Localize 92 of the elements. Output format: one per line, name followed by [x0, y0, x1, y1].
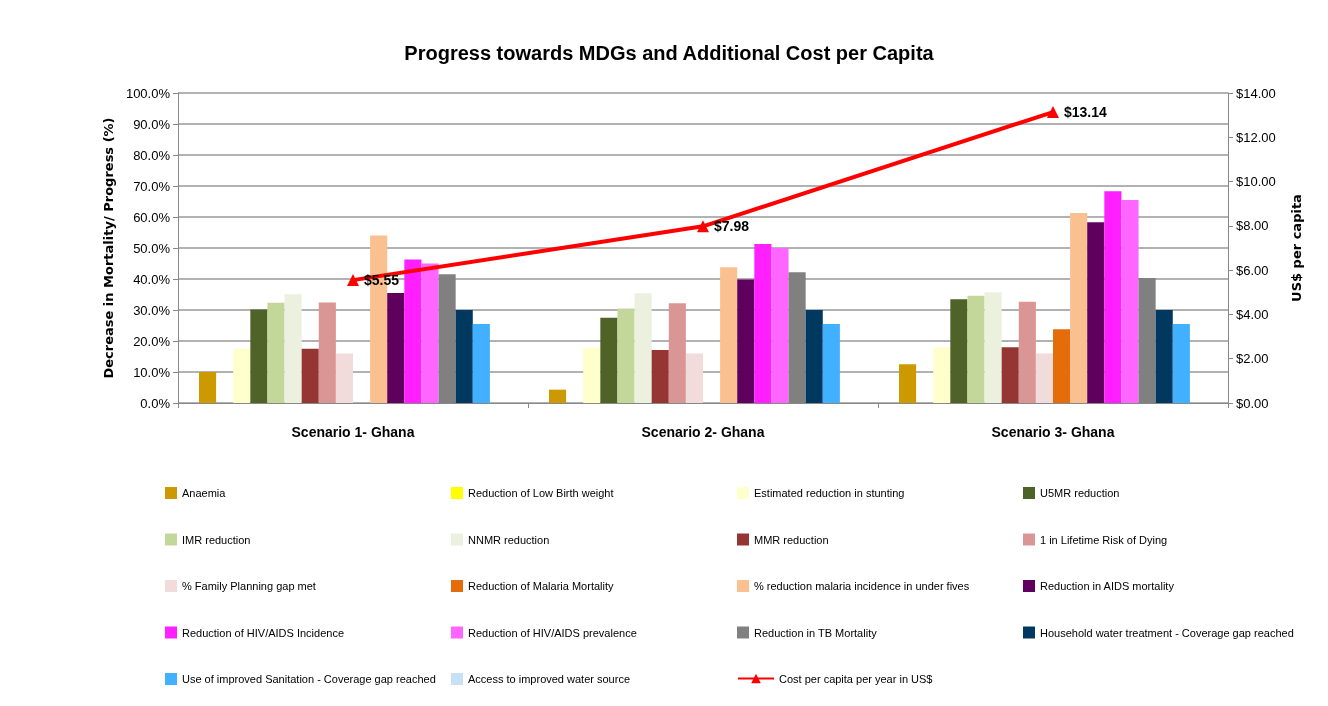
bar: [600, 317, 618, 403]
point: [1047, 106, 1059, 119]
y2-tick-label: $2.00: [1236, 351, 1269, 367]
bar: [1087, 222, 1105, 403]
bar: [1155, 310, 1173, 403]
point: [347, 274, 359, 287]
bar: [634, 293, 652, 403]
legend-label: IMR reduction: [182, 533, 251, 546]
legend-label: Reduction in AIDS mortality: [1040, 580, 1175, 592]
legend-label: % reduction malaria incidence in under fives: [754, 580, 970, 592]
y2-tick-label: $4.00: [1236, 306, 1269, 322]
bar: [455, 310, 473, 403]
y2-tick-label: $14.00: [1236, 85, 1276, 101]
legend-label: Reduction of Low Birth weight: [468, 487, 614, 499]
bar: [1018, 301, 1036, 403]
bar: [250, 309, 268, 403]
legend-label: Reduction of HIV/AIDS Incidence: [182, 626, 345, 639]
legend-label: Reduction of HIV/AIDS prevalence: [468, 626, 637, 639]
bar: [284, 294, 302, 403]
legend-label: Cost per capita per year in US$: [779, 672, 933, 685]
chart-title: Progress towards MDGs and Additional Cost per Capita: [404, 42, 935, 64]
y2-axis-title: US$ per capita: [1289, 194, 1304, 302]
bar: [720, 267, 738, 403]
y-tick-label: 90.0%: [133, 116, 171, 132]
bar: [387, 292, 405, 403]
bar: [1070, 212, 1088, 403]
y-axis-title: Decrease in Mortality/ Progress (%): [101, 117, 117, 379]
bar: [233, 348, 251, 403]
point: [697, 220, 709, 233]
legend-label: Reduction in TB Mortality: [754, 626, 878, 639]
y2-tick-label: $8.00: [1236, 218, 1269, 234]
bar: [754, 243, 772, 403]
bar: [404, 259, 422, 403]
legend-label: NNMR reduction: [468, 533, 550, 546]
bar: [984, 292, 1002, 403]
bar: [950, 299, 968, 403]
legend-label: Access to improved water source: [468, 673, 631, 685]
bar: [668, 303, 686, 403]
bar: [1104, 191, 1122, 403]
bar: [651, 349, 669, 403]
y2-tick-label: $12.00: [1236, 129, 1276, 145]
bar: [899, 364, 917, 403]
bar: [1053, 329, 1071, 403]
bar: [583, 347, 601, 403]
legend-label: Household water treatment - Coverage gap reached: [1040, 626, 1294, 639]
y2-tick-label: $10.00: [1236, 174, 1276, 190]
y-tick-label: 80.0%: [133, 147, 171, 163]
y-tick-label: 60.0%: [133, 209, 171, 225]
y-tick-label: 70.0%: [133, 178, 171, 194]
y-tick-label: 0.0%: [140, 395, 171, 411]
data-label: $13.14: [1064, 104, 1108, 121]
legend-label: Use of improved Sanitation - Coverage gap reached: [182, 673, 436, 685]
data-label: $7.98: [714, 218, 750, 235]
bar: [1035, 353, 1053, 403]
y2-tick-label: $0.00: [1236, 395, 1269, 411]
bar: [267, 302, 285, 403]
y-tick-label: 30.0%: [133, 302, 171, 318]
data-label: $5.55: [364, 272, 400, 289]
bar: [933, 347, 951, 403]
bar: [421, 263, 439, 403]
legend-label: U5MR reduction: [1040, 487, 1120, 499]
bar: [1001, 347, 1019, 403]
bar: [472, 323, 490, 403]
y-tick-label: 10.0%: [133, 364, 171, 380]
bar: [301, 348, 319, 403]
bar: [822, 323, 840, 403]
bar: [549, 389, 567, 403]
bar: [685, 353, 703, 403]
x-tick-label: Scenario 2- Ghana: [641, 424, 765, 440]
y-tick-label: 20.0%: [133, 333, 171, 349]
y2-tick-label: $6.00: [1236, 262, 1269, 278]
bar: [1121, 199, 1139, 403]
bar: [967, 295, 985, 403]
bar: [199, 372, 217, 403]
bar: [318, 302, 336, 403]
legend-label: Estimated reduction in stunting: [754, 487, 905, 499]
bar: [771, 248, 789, 403]
x-tick-label: Scenario 1- Ghana: [291, 424, 415, 440]
y-tick-label: 50.0%: [133, 240, 171, 256]
bar: [617, 308, 635, 403]
legend-label: MMR reduction: [754, 533, 829, 546]
legend-label: 1 in Lifetime Risk of Dying: [1040, 533, 1168, 546]
legend-label: % Family Planning gap met: [182, 580, 316, 592]
bar: [805, 310, 823, 403]
legend-label: Anaemia: [182, 487, 227, 499]
x-tick-label: Scenario 3- Ghana: [991, 424, 1115, 440]
legend-label: Reduction of Malaria Mortality: [468, 580, 614, 592]
y-tick-label: 100.0%: [125, 85, 171, 101]
bar: [335, 353, 353, 403]
y-tick-label: 40.0%: [133, 271, 171, 287]
bar: [737, 279, 755, 403]
bar: [1172, 323, 1190, 403]
